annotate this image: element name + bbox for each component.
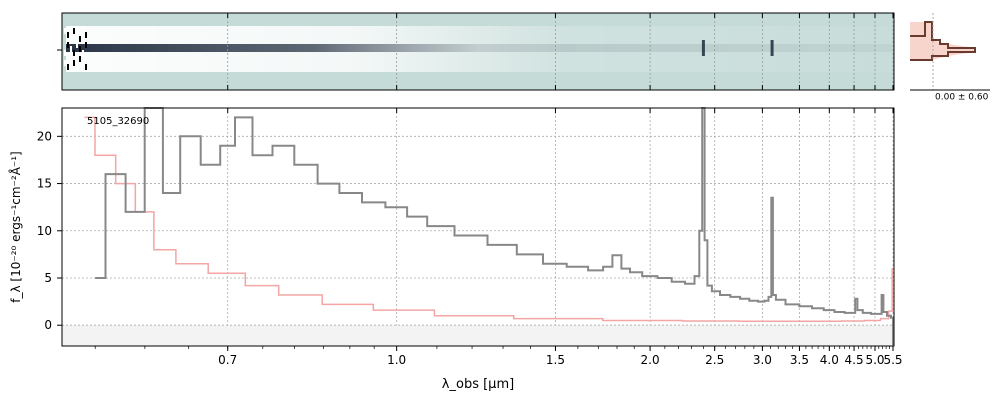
trace-noise-13 <box>79 46 81 52</box>
trace-noise-15 <box>85 42 87 48</box>
x-tick-label-5: 3.0 <box>753 353 772 367</box>
profile-fill <box>910 22 975 60</box>
trace-noise-8 <box>64 50 66 56</box>
plot-frame <box>61 107 895 347</box>
plot-area <box>62 108 894 346</box>
spectrum-1d-panel: 0.7 1.0 1.5 2.0 2.5 3.0 3.5 4.0 4.5 5.05.5 0 5 10 15… <box>8 107 903 392</box>
x-tick-label-10: 5.5 <box>883 353 902 367</box>
trace-noise-6 <box>82 28 84 34</box>
trace-noise-10 <box>70 46 72 52</box>
x-tick-label-7: 4.0 <box>820 353 839 367</box>
x-tick-label-8: 4.5 <box>845 353 864 367</box>
zero-band <box>62 325 894 346</box>
trace-noise-9 <box>67 42 69 48</box>
y-tick-label-0: 0 <box>44 318 52 332</box>
trace-noise-23 <box>85 64 87 70</box>
trace-noise-0 <box>64 28 66 34</box>
x-tick-label-3: 2.0 <box>641 353 660 367</box>
trace-noise-5 <box>79 36 81 42</box>
trace-noise-1 <box>67 32 69 38</box>
spectrum-2d-ticks <box>57 13 894 90</box>
x-tick-label-4: 2.5 <box>705 353 724 367</box>
trace-core <box>66 44 892 52</box>
x-tick-label-9: 5.0 <box>865 353 884 367</box>
trace-noise-3 <box>73 28 75 34</box>
spectrum-2d-trace <box>64 26 892 72</box>
trace-noise-18 <box>70 56 72 62</box>
spectrum-2d-panel <box>57 12 895 91</box>
trace-noise-21 <box>79 56 81 62</box>
trace-noise-12 <box>76 42 78 48</box>
x-tick-label-1: 1.0 <box>387 353 406 367</box>
trace-noise-20 <box>76 64 78 70</box>
x-axis-label: λ_obs [μm] <box>442 377 514 392</box>
x-tick-label-0: 0.7 <box>218 353 237 367</box>
trace-noise-14 <box>82 50 84 56</box>
trace-noise-7 <box>85 32 87 38</box>
x-axis-ticks: 0.7 1.0 1.5 2.0 2.5 3.0 3.5 4.0 4.5 5.05.5 <box>94 108 903 367</box>
object-label: 5105_32690 <box>87 116 149 127</box>
error-series-line <box>84 116 893 323</box>
y-tick-label-4: 20 <box>37 129 52 143</box>
trace-noise-11 <box>73 50 75 56</box>
y-axis-ticks: 0 5 10 15 20 <box>37 129 62 332</box>
x-tick-label-6: 3.5 <box>790 353 809 367</box>
profile-panel: 0.00 ± 0.60 <box>910 13 990 103</box>
flux-series-line <box>95 107 894 346</box>
trace-noise-2 <box>70 36 72 42</box>
trace-noise-22 <box>82 60 84 66</box>
profile-line <box>910 21 976 61</box>
y-tick-label-2: 10 <box>37 224 52 238</box>
spectrum-2d-frame <box>61 12 895 91</box>
trace-noise-4 <box>76 32 78 38</box>
y-tick-label-3: 15 <box>37 177 52 191</box>
y-tick-label-1: 5 <box>44 271 52 285</box>
profile-annotation: 0.00 ± 0.60 <box>935 93 989 103</box>
trace-noise-19 <box>73 60 75 66</box>
y-axis-label: f_λ [10⁻²⁰ ergs⁻¹cm⁻²Å⁻¹] <box>8 151 23 302</box>
trace-noise-17 <box>67 64 69 70</box>
trace-emission-1 <box>770 40 774 56</box>
trace-emission-0 <box>701 40 705 56</box>
trace-noise-16 <box>64 60 66 66</box>
x-tick-label-2: 1.5 <box>546 353 565 367</box>
